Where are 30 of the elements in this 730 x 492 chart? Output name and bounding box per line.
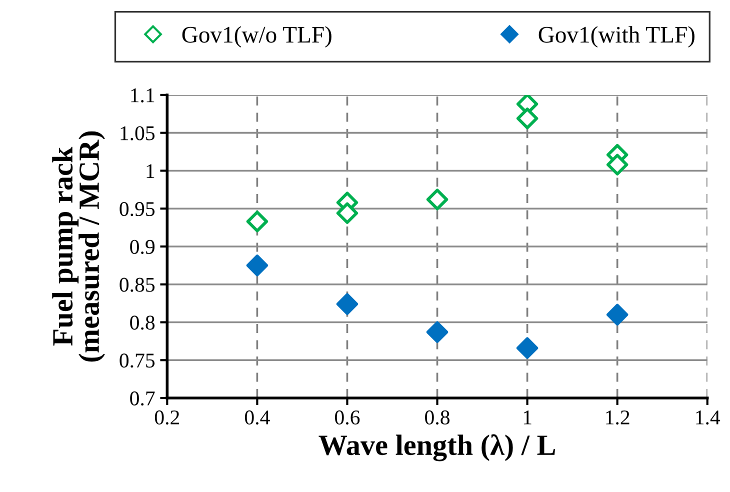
point [336,293,358,315]
point [336,202,358,224]
x-tick-label: 1 [524,410,532,424]
x-tick-label: 1.2 [606,410,630,425]
point [246,254,268,276]
y-tick-label: 1 [146,164,154,178]
y-tick-label: 1.05 [120,126,155,140]
point [246,210,268,232]
x-tick-label: 0.4 [244,410,270,425]
point [426,188,448,210]
y-tick-label: 0.75 [120,354,155,368]
x-tick-label: 1.4 [696,410,720,425]
point [606,154,628,176]
y-tick-label: 0.9 [130,240,155,254]
y-axis-title: Fuel pump rack (measured / MCR) [52,131,106,362]
point [516,337,538,359]
x-tick-label: 0.6 [335,410,360,425]
point [426,321,448,343]
x-axis-title: Wave length (λ) / L [318,434,556,462]
y-tick-label: 0.8 [130,316,155,330]
y-tick-label: 0.85 [120,278,155,292]
legend-label: Gov1(with TLF) [538,26,694,48]
y-tick-label: 0.95 [120,202,155,216]
legend-label: Gov1(w/o TLF) [182,26,332,48]
point [606,304,628,326]
y-tick-label: 1.1 [131,88,154,102]
point [516,108,538,130]
x-tick-label: 0.2 [154,410,180,425]
x-tick-label: 0.8 [425,410,450,425]
y-tick-label: 0.7 [130,391,155,406]
